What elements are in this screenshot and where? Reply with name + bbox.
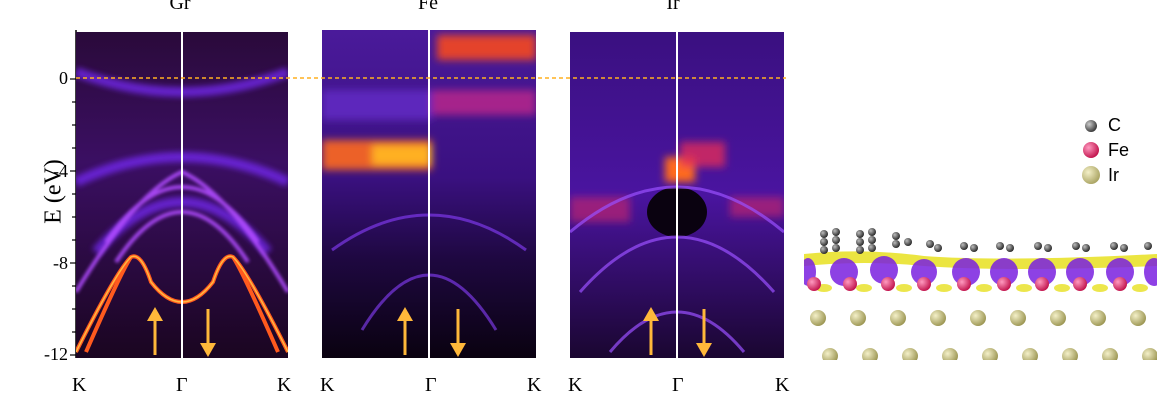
band-panel-ir [570,32,784,358]
legend-label-fe: Fe [1108,140,1130,160]
band-panel-fe [322,30,536,358]
panel-title-ir: Ir [666,0,680,14]
spin-arrows-gr [147,307,216,357]
spin-arrows-fe [397,307,466,357]
band-panel-gr [76,32,288,358]
y-tick-0: 0 [59,68,68,88]
y-tick-minus8: -8 [53,253,68,273]
k-label-gr-mid: Γ [176,374,188,396]
panel-title-fe: Fe [418,0,438,14]
k-label-gr-left: K [72,374,87,396]
legend-label-c: C [1108,115,1121,135]
fermi-level-line [76,77,786,79]
atomic-structure-image [804,228,1157,360]
k-label-gr-right: K [277,374,292,396]
k-label-fe-mid: Γ [425,374,437,396]
legend-markers [1082,120,1100,184]
k-label-ir-right: K [775,374,790,396]
k-label-fe-right: K [527,374,542,396]
panel-title-gr: Gr [169,0,191,14]
spin-arrows-ir [643,307,712,357]
legend-label-ir: Ir [1108,165,1119,185]
y-tick-minus4: -4 [53,161,68,181]
k-label-ir-left: K [568,374,583,396]
y-tick-minus12: -12 [44,344,68,364]
k-label-fe-left: K [320,374,335,396]
k-label-ir-mid: Γ [672,374,684,396]
